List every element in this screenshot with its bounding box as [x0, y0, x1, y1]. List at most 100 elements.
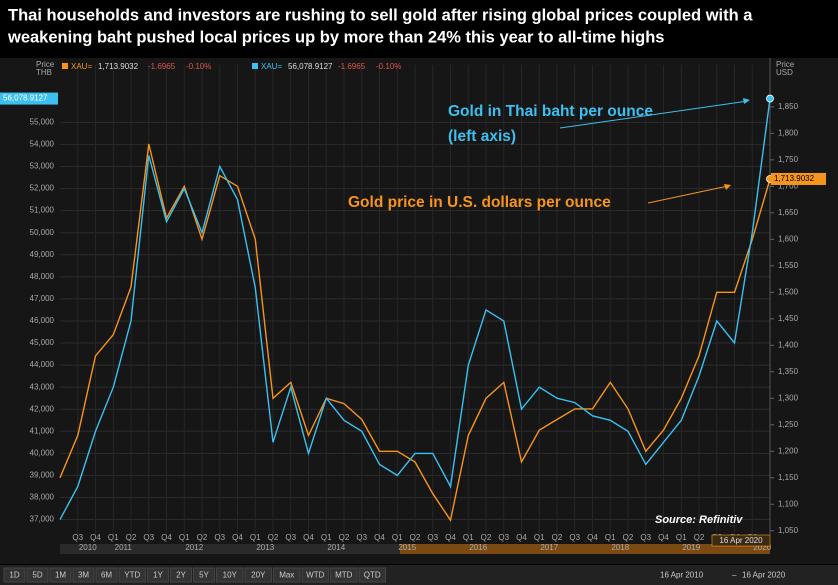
range-button-label[interactable]: YTD — [124, 571, 140, 580]
y2-tick-label: 1,150 — [778, 473, 799, 482]
x-tick-label: Q2 — [339, 533, 350, 542]
range-button[interactable] — [72, 567, 95, 583]
last-value-box — [0, 92, 58, 105]
y2-tick-label: 1,300 — [778, 393, 799, 402]
x-tick-label: Q1 — [250, 533, 261, 542]
range-button[interactable] — [170, 567, 192, 583]
legend-quote: 1,713.9032 — [98, 62, 139, 71]
x-tick-label: Q3 — [356, 533, 367, 542]
x-tick-label: Q4 — [161, 533, 172, 542]
y2-tick-label: 1,700 — [778, 181, 799, 190]
legend-name: XAU= — [261, 62, 282, 71]
y2-tick-label: 1,200 — [778, 446, 799, 455]
range-button-label[interactable]: 3M — [78, 571, 89, 580]
y-tick-label: 42,000 — [30, 404, 55, 413]
range-button[interactable] — [301, 567, 329, 583]
x-year-label: 2019 — [682, 543, 700, 552]
range-button-label[interactable]: 2Y — [176, 571, 186, 580]
x-tick-label: Q1 — [179, 533, 190, 542]
date-range: 16 Apr 2010 — [660, 571, 704, 580]
range-button-label[interactable]: 5Y — [199, 571, 209, 580]
last-point — [766, 94, 774, 103]
range-button[interactable] — [358, 567, 386, 583]
x-tick-label: Q4 — [516, 533, 527, 542]
x-tick-label: Q3 — [498, 533, 509, 542]
range-button[interactable] — [216, 567, 244, 583]
y-tick-label: 40,000 — [30, 448, 55, 457]
x-year-label: 2010 — [79, 543, 97, 552]
y-tick-label: 44,000 — [30, 360, 55, 369]
x-tick-label: Q3 — [214, 533, 225, 542]
x-year-label: 2015 — [398, 543, 416, 552]
range-button[interactable] — [193, 567, 215, 583]
range-button-label[interactable]: WTD — [306, 571, 324, 580]
y2-tick-label: 1,100 — [778, 499, 799, 508]
y2-tick-label: 1,350 — [778, 367, 799, 376]
chart-title: Thai households and investors are rushin… — [8, 6, 753, 24]
range-button-label[interactable]: 20Y — [251, 571, 266, 580]
x-tick-label: Q4 — [445, 533, 456, 542]
range-button-label[interactable]: 10Y — [223, 571, 238, 580]
x-tick-label: Q2 — [694, 533, 705, 542]
range-button[interactable] — [118, 567, 146, 583]
range-button-label[interactable]: 1D — [9, 571, 19, 580]
range-button[interactable] — [49, 567, 72, 583]
y-tick-label: 43,000 — [30, 382, 55, 391]
range-button[interactable] — [3, 567, 26, 583]
x-tick-label: Q3 — [143, 533, 154, 542]
y-axis-header: Price — [36, 60, 55, 69]
x-year-label: 2018 — [611, 543, 629, 552]
y-tick-label: 39,000 — [30, 471, 55, 480]
x-tick-label: Q2 — [623, 533, 634, 542]
date-range: 16 Apr 2020 — [742, 571, 786, 580]
range-button[interactable] — [147, 567, 169, 583]
x-tick-label: Q2 — [268, 533, 279, 542]
last-value-box — [771, 172, 826, 185]
y2-tick-label: 1,250 — [778, 420, 799, 429]
x-year-label: 2013 — [256, 543, 274, 552]
legend-quote: -0.10% — [186, 62, 211, 71]
range-button[interactable] — [26, 567, 49, 583]
y-tick-label: 41,000 — [30, 426, 55, 435]
date-box — [711, 534, 771, 547]
x-tick-label: Q1 — [534, 533, 545, 542]
x-year-label: 2016 — [469, 543, 487, 552]
x-year-label: 2014 — [327, 543, 345, 552]
range-button[interactable] — [95, 567, 118, 583]
legend-swatch — [62, 63, 68, 69]
range-button-label[interactable]: 5D — [32, 571, 42, 580]
y2-tick-label: 1,550 — [778, 261, 799, 270]
x-tick-label: Q4 — [587, 533, 598, 542]
range-button-label[interactable]: 1Y — [153, 571, 163, 580]
range-button-label[interactable]: QTD — [364, 571, 381, 580]
range-button[interactable] — [330, 567, 358, 583]
range-button-label[interactable]: MTD — [335, 571, 353, 580]
x-tick-label: Q3 — [285, 533, 296, 542]
y2-tick-label: 1,850 — [778, 102, 799, 111]
y-axis-header: THB — [36, 68, 52, 77]
y2-tick-label: 1,500 — [778, 287, 799, 296]
x-tick-label: Q2 — [410, 533, 421, 542]
series-line — [59, 143, 771, 522]
range-button-label[interactable]: 1M — [55, 571, 66, 580]
x-tick-label: Q2 — [552, 533, 563, 542]
y2-tick-label: 1,050 — [778, 526, 799, 535]
annotation: Gold in Thai baht per ounce — [448, 103, 653, 120]
x-tick-label: Q3 — [569, 533, 580, 542]
range-button[interactable] — [273, 567, 301, 583]
x-year-label: 2017 — [540, 543, 558, 552]
range-button-label[interactable]: Max — [279, 571, 294, 580]
last-value-label: 1,713.9032 — [774, 174, 815, 183]
x-tick-label: Q1 — [605, 533, 616, 542]
range-button-label[interactable]: 6M — [101, 571, 112, 580]
range-button[interactable] — [244, 567, 272, 583]
source: Source: Refinitiv — [655, 514, 743, 526]
arrow-head — [743, 98, 750, 104]
x-year-label: 2012 — [185, 543, 203, 552]
y2-tick-label: 1,800 — [778, 128, 799, 137]
legend-swatch — [252, 63, 258, 69]
x-tick-label: Q1 — [463, 533, 474, 542]
x-tick-label: Q1 — [676, 533, 687, 542]
y-tick-label: 53,000 — [30, 162, 55, 171]
